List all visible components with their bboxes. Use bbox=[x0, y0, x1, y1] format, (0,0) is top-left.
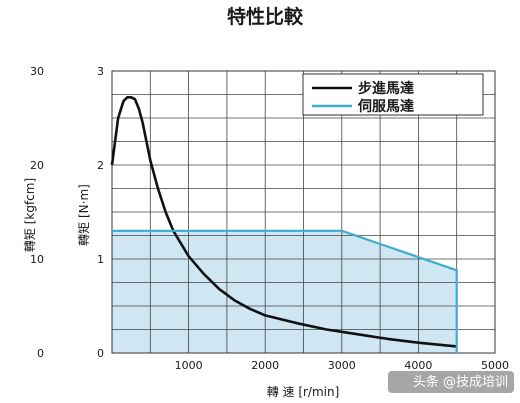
servo-fill-area bbox=[112, 230, 457, 353]
y-tick-label-outer: 30 bbox=[30, 65, 44, 78]
grid bbox=[112, 71, 495, 353]
servo-fill bbox=[112, 230, 457, 353]
y-tick-label-outer: 10 bbox=[30, 253, 44, 266]
y-tick-label-outer: 0 bbox=[37, 347, 44, 360]
legend-entry: 步進馬達 bbox=[358, 80, 414, 97]
series-lines bbox=[110, 96, 458, 353]
x-tick-label: 4000 bbox=[404, 359, 432, 372]
stepper-motor-line bbox=[110, 96, 457, 348]
legend-entry: 伺服馬達 bbox=[357, 98, 414, 115]
x-tick-label: 5000 bbox=[481, 359, 509, 372]
legend-box bbox=[302, 73, 484, 116]
x-tick-label: 1000 bbox=[175, 359, 203, 372]
y-tick-label-inner: 2 bbox=[97, 159, 104, 172]
plot-frame bbox=[111, 70, 496, 354]
x-tick-label: 2000 bbox=[251, 359, 279, 372]
servo-motor-line bbox=[112, 229, 458, 353]
watermark-background bbox=[388, 371, 514, 393]
watermark-text: 头条 @技成培训 bbox=[413, 374, 508, 390]
y-tick-label-inner: 3 bbox=[97, 65, 104, 78]
y-axis-label-outer: 轉矩 [kgfcm] bbox=[23, 178, 37, 252]
y-tick-label-outer: 20 bbox=[30, 159, 44, 172]
y-tick-label-inner: 0 bbox=[97, 347, 104, 360]
y-axis-label-inner: 轉矩 [N·m] bbox=[77, 184, 91, 246]
x-tick-label: 3000 bbox=[328, 359, 356, 372]
chart-title: 特性比較 bbox=[227, 5, 304, 28]
x-axis-label: 轉 速 [r/min] bbox=[267, 385, 340, 399]
y-tick-label-inner: 1 bbox=[97, 253, 104, 266]
